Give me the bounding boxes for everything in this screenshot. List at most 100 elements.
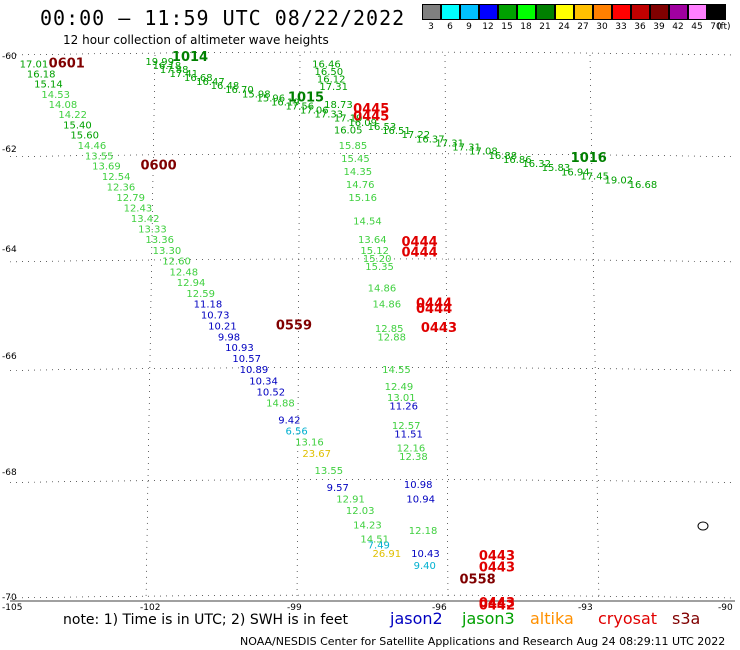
swh-value: 13.55: [85, 151, 114, 162]
island-outline: [697, 521, 709, 531]
lat-label: -66: [2, 352, 17, 362]
swh-value: 16.09: [348, 118, 377, 129]
swh-value: 9.40: [414, 561, 436, 572]
swh-value: 12.57: [392, 421, 421, 432]
swh-value: 12.91: [336, 494, 365, 505]
swh-value: 12.16: [397, 443, 426, 454]
graticule-lon: [296, 54, 301, 601]
swh-value: 10.93: [225, 343, 254, 354]
scale-swatch: [517, 4, 536, 20]
swh-value: 12.88: [377, 332, 406, 343]
pass-time-label: 0600: [141, 159, 177, 174]
graticule-lon: [589, 54, 600, 601]
swh-value: 6.56: [286, 426, 308, 437]
pass-time-label: 0444: [416, 302, 452, 317]
graticule-lat: [9, 479, 736, 483]
scale-tick-label: 12: [482, 22, 494, 32]
swh-value: 11.51: [394, 429, 423, 440]
pass-time-label: 1015: [288, 90, 324, 105]
lon-label: -96: [432, 603, 447, 613]
page-title: 00:00 – 11:59 UTC 08/22/2022: [40, 6, 406, 30]
scale-tick-label: 15: [501, 22, 513, 32]
swh-value: 17.33: [315, 110, 344, 121]
swh-value: 14.08: [49, 100, 78, 111]
swh-value: 12.18: [409, 526, 438, 537]
swh-value: 15.12: [360, 246, 389, 257]
swh-value: 16.51: [382, 126, 411, 137]
swh-value: 13.33: [138, 225, 167, 236]
swh-value: 12.36: [107, 183, 136, 194]
pass-time-label: 1016: [571, 151, 607, 166]
swh-value: 17.08: [469, 147, 498, 158]
swh-value: 16.46: [312, 60, 341, 71]
swh-value: 16.18: [153, 61, 182, 72]
scale-tick-label: 24: [558, 22, 570, 32]
swh-value: 18.73: [324, 100, 353, 111]
scale-swatch: [650, 4, 669, 20]
pass-time-label: 0559: [276, 318, 312, 333]
swh-value: 15.85: [339, 141, 368, 152]
swh-value: 15.60: [70, 131, 99, 142]
lat-label: -60: [2, 52, 17, 62]
swh-value: 13.64: [358, 235, 387, 246]
swh-value: 12.59: [186, 289, 215, 300]
swh-value: 17.31: [319, 82, 348, 93]
scale-tick-label: 9: [466, 22, 472, 32]
swh-value: 16.12: [317, 75, 346, 86]
swh-value: 14.53: [41, 90, 70, 101]
swh-value: 12.38: [399, 452, 428, 463]
sat-jason3: jason3: [462, 609, 515, 628]
swh-value: 15.83: [542, 163, 571, 174]
swh-value: 9.57: [327, 483, 349, 494]
swh-value: 10.73: [201, 310, 230, 321]
scale-tick-label: 70: [710, 22, 722, 32]
swh-value: 10.94: [406, 494, 435, 505]
swh-value: 10.98: [404, 480, 433, 491]
swh-value: 16.18: [27, 70, 56, 81]
swh-value: 16.86: [503, 155, 532, 166]
swh-value: 17.45: [580, 172, 609, 183]
lon-label: -105: [2, 603, 23, 613]
swh-value: 16.32: [522, 159, 551, 170]
swh-value: 17.19: [334, 114, 363, 125]
swh-value: 16.05: [334, 126, 363, 137]
lat-label: -62: [2, 145, 17, 155]
swh-value: 9.98: [218, 332, 240, 343]
swh-value: 16.48: [211, 81, 240, 92]
lon-label: -99: [287, 603, 302, 613]
swh-value: 10.52: [257, 387, 286, 398]
swh-value: 15.14: [34, 80, 63, 91]
swh-value: 14.55: [382, 365, 411, 376]
swh-value: 11.26: [389, 401, 418, 412]
swh-value: 19.99: [145, 57, 174, 68]
scale-tick-label: 39: [653, 22, 665, 32]
swh-value: 13.01: [387, 393, 416, 404]
pass-time-label: 0445: [353, 102, 389, 117]
pass-time-label: 1014: [172, 50, 208, 65]
swh-value: 10.43: [411, 549, 440, 560]
swh-value: 15.20: [363, 254, 392, 265]
graticule-lon: [145, 54, 156, 601]
swh-value: 17.41: [170, 69, 199, 80]
lat-label: -70: [2, 593, 17, 603]
sat-altika: altika: [530, 609, 574, 628]
footer-credit: NOAA/NESDIS Center for Satellite Applica…: [240, 635, 726, 648]
scale-tick-label: 6: [447, 22, 453, 32]
sat-cryosat: cryosat: [598, 609, 658, 628]
pass-time-label: 0445: [353, 110, 389, 125]
scale-tick-label: 45: [691, 22, 703, 32]
swh-value: 19.02: [605, 176, 634, 187]
swh-value: 11.18: [194, 300, 223, 311]
swh-value: 16.88: [489, 151, 518, 162]
swh-value: 10.57: [232, 354, 261, 365]
graticule-lat: [9, 258, 736, 263]
swh-value: 17.01: [20, 60, 49, 71]
swh-value: 14.86: [368, 283, 397, 294]
scale-swatch: [479, 4, 498, 20]
swh-value: 13.16: [295, 438, 324, 449]
pass-time-label: 0601: [49, 57, 85, 72]
swh-value: 16.94: [561, 167, 590, 178]
scale-swatch: [555, 4, 574, 20]
swh-value: 17.06: [300, 106, 329, 117]
